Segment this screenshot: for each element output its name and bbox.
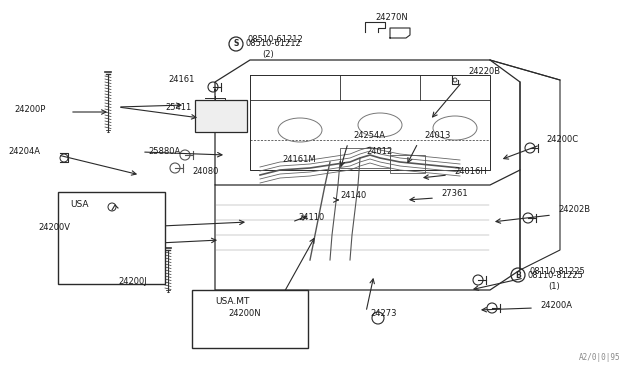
Text: 24200J: 24200J [118, 278, 147, 286]
Text: A2/0|0|95: A2/0|0|95 [579, 353, 620, 362]
Text: (2): (2) [262, 51, 274, 60]
Text: 08110-81225: 08110-81225 [527, 270, 583, 279]
Text: 08510-61212: 08510-61212 [248, 35, 304, 45]
Text: 24161M: 24161M [282, 155, 316, 164]
Text: 24110: 24110 [298, 214, 324, 222]
Text: 24273: 24273 [370, 310, 397, 318]
Text: 24202B: 24202B [558, 205, 590, 215]
Text: S: S [234, 39, 239, 48]
Text: (1): (1) [548, 282, 560, 291]
Text: 24161: 24161 [168, 76, 195, 84]
Bar [195, 100, 247, 132]
Text: 24200P: 24200P [14, 106, 45, 115]
Text: 24012: 24012 [366, 148, 392, 157]
Text: 24200N: 24200N [228, 310, 260, 318]
Text: 08510-61212: 08510-61212 [245, 39, 301, 48]
Bar [192, 290, 308, 348]
Text: 24200A: 24200A [540, 301, 572, 310]
Text: 24220B: 24220B [468, 67, 500, 77]
Text: 24140: 24140 [340, 190, 366, 199]
Text: 24270N: 24270N [375, 13, 408, 22]
Text: 08110-81225: 08110-81225 [530, 267, 586, 276]
Text: 24016H: 24016H [454, 167, 487, 176]
Text: 24013: 24013 [424, 131, 451, 141]
Bar [58, 192, 165, 284]
Text: USA.MT: USA.MT [215, 297, 250, 306]
Text: B: B [515, 270, 521, 279]
Text: 24200V: 24200V [38, 224, 70, 232]
Text: 24080: 24080 [192, 167, 218, 176]
Bar [340, 148, 390, 168]
Text: 24254A: 24254A [353, 131, 385, 141]
Text: USA: USA [70, 200, 88, 209]
Text: 24200C: 24200C [546, 135, 578, 144]
Bar [390, 155, 425, 173]
Text: 25880A: 25880A [148, 148, 180, 157]
Text: 24204A: 24204A [8, 148, 40, 157]
Text: 25411: 25411 [165, 103, 191, 112]
Text: 27361: 27361 [441, 189, 468, 198]
